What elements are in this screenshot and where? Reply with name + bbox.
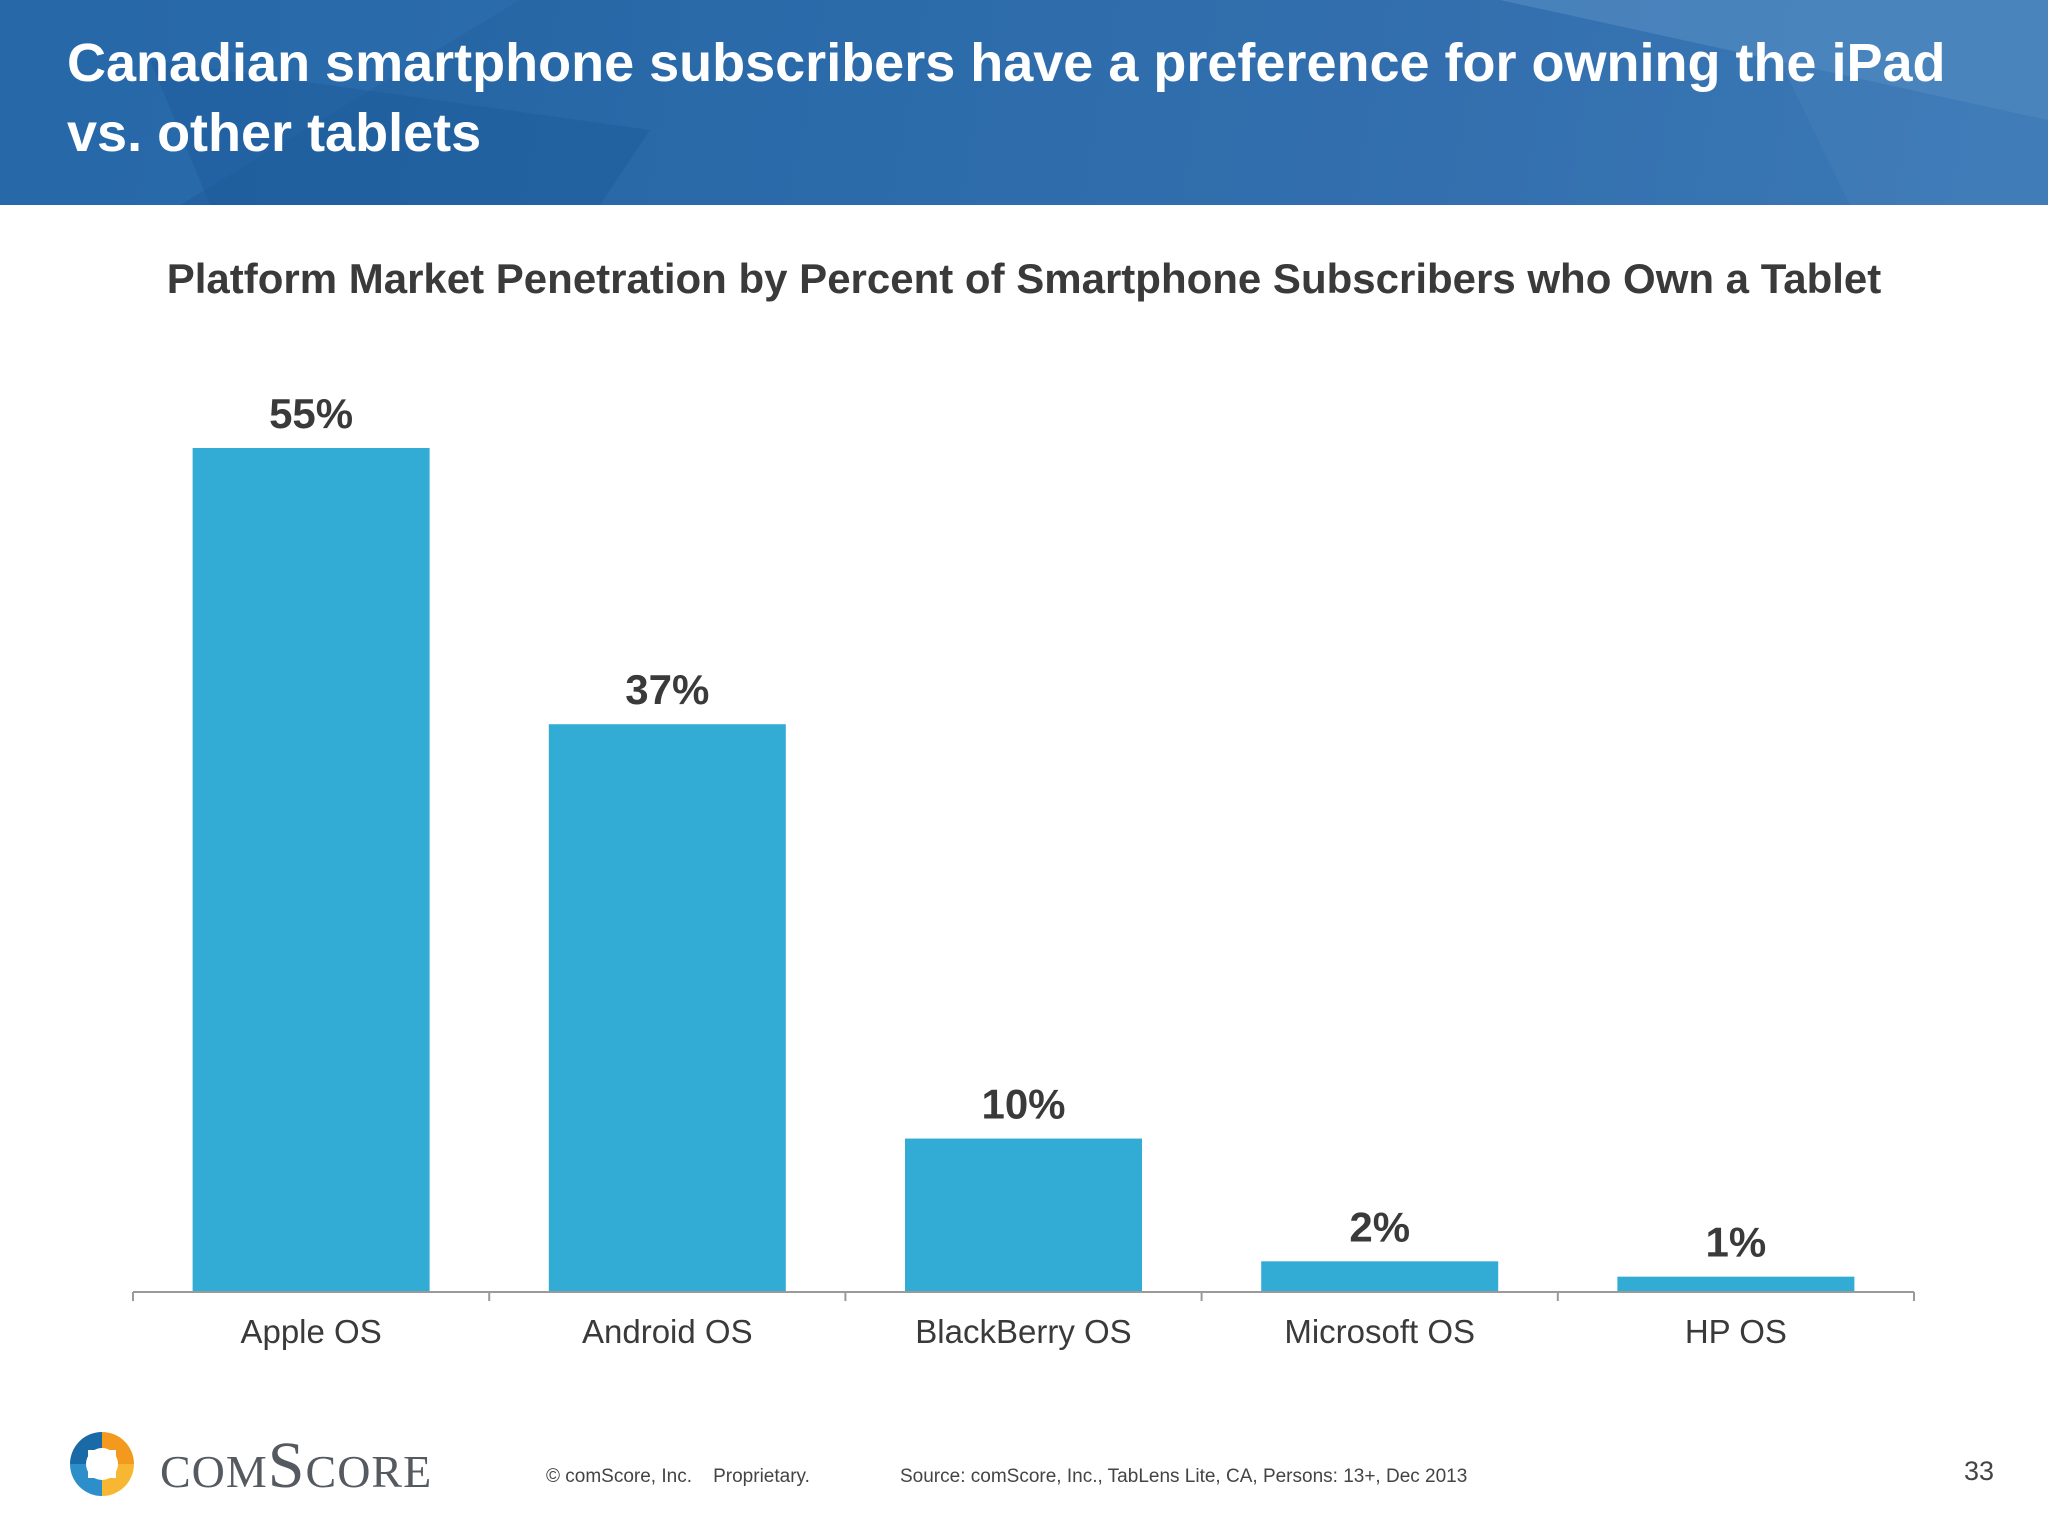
comscore-logo-text: comScore [160,1429,433,1502]
bar-1 [192,448,430,1292]
data-label: 10% [981,1081,1065,1128]
bar-chart: 55% Apple OS 37% Android OS 10% BlackBerry OS… [132,390,1915,1350]
slide-header: Canadian smartphone subscribers have a p… [0,0,2048,205]
bar-5 [1617,1276,1855,1292]
bar-2 [548,724,786,1292]
source-note: Source: comScore, Inc., TabLens Lite, CA… [900,1466,1468,1487]
data-label: 1% [1706,1219,1767,1266]
category-label: Apple OS [240,1313,381,1350]
category-label: BlackBerry OS [915,1313,1131,1350]
copyright-notice: © comScore, Inc. Proprietary. [546,1466,810,1487]
page-number: 33 [1963,1456,1994,1486]
data-label: 2% [1349,1203,1410,1250]
data-label: 37% [625,666,709,713]
chart-title: Platform Market Penetration by Percent o… [166,255,1882,302]
category-label: Android OS [582,1313,753,1350]
data-label: 55% [269,390,353,437]
comscore-logo-icon [70,1432,134,1496]
bar-4 [1261,1261,1499,1292]
header-background-facets [0,0,2048,205]
category-label: HP OS [1685,1313,1787,1350]
category-label: Microsoft OS [1284,1313,1475,1350]
slide-title: Canadian smartphone subscribers have a p… [67,33,1946,163]
bar-3 [905,1138,1142,1292]
